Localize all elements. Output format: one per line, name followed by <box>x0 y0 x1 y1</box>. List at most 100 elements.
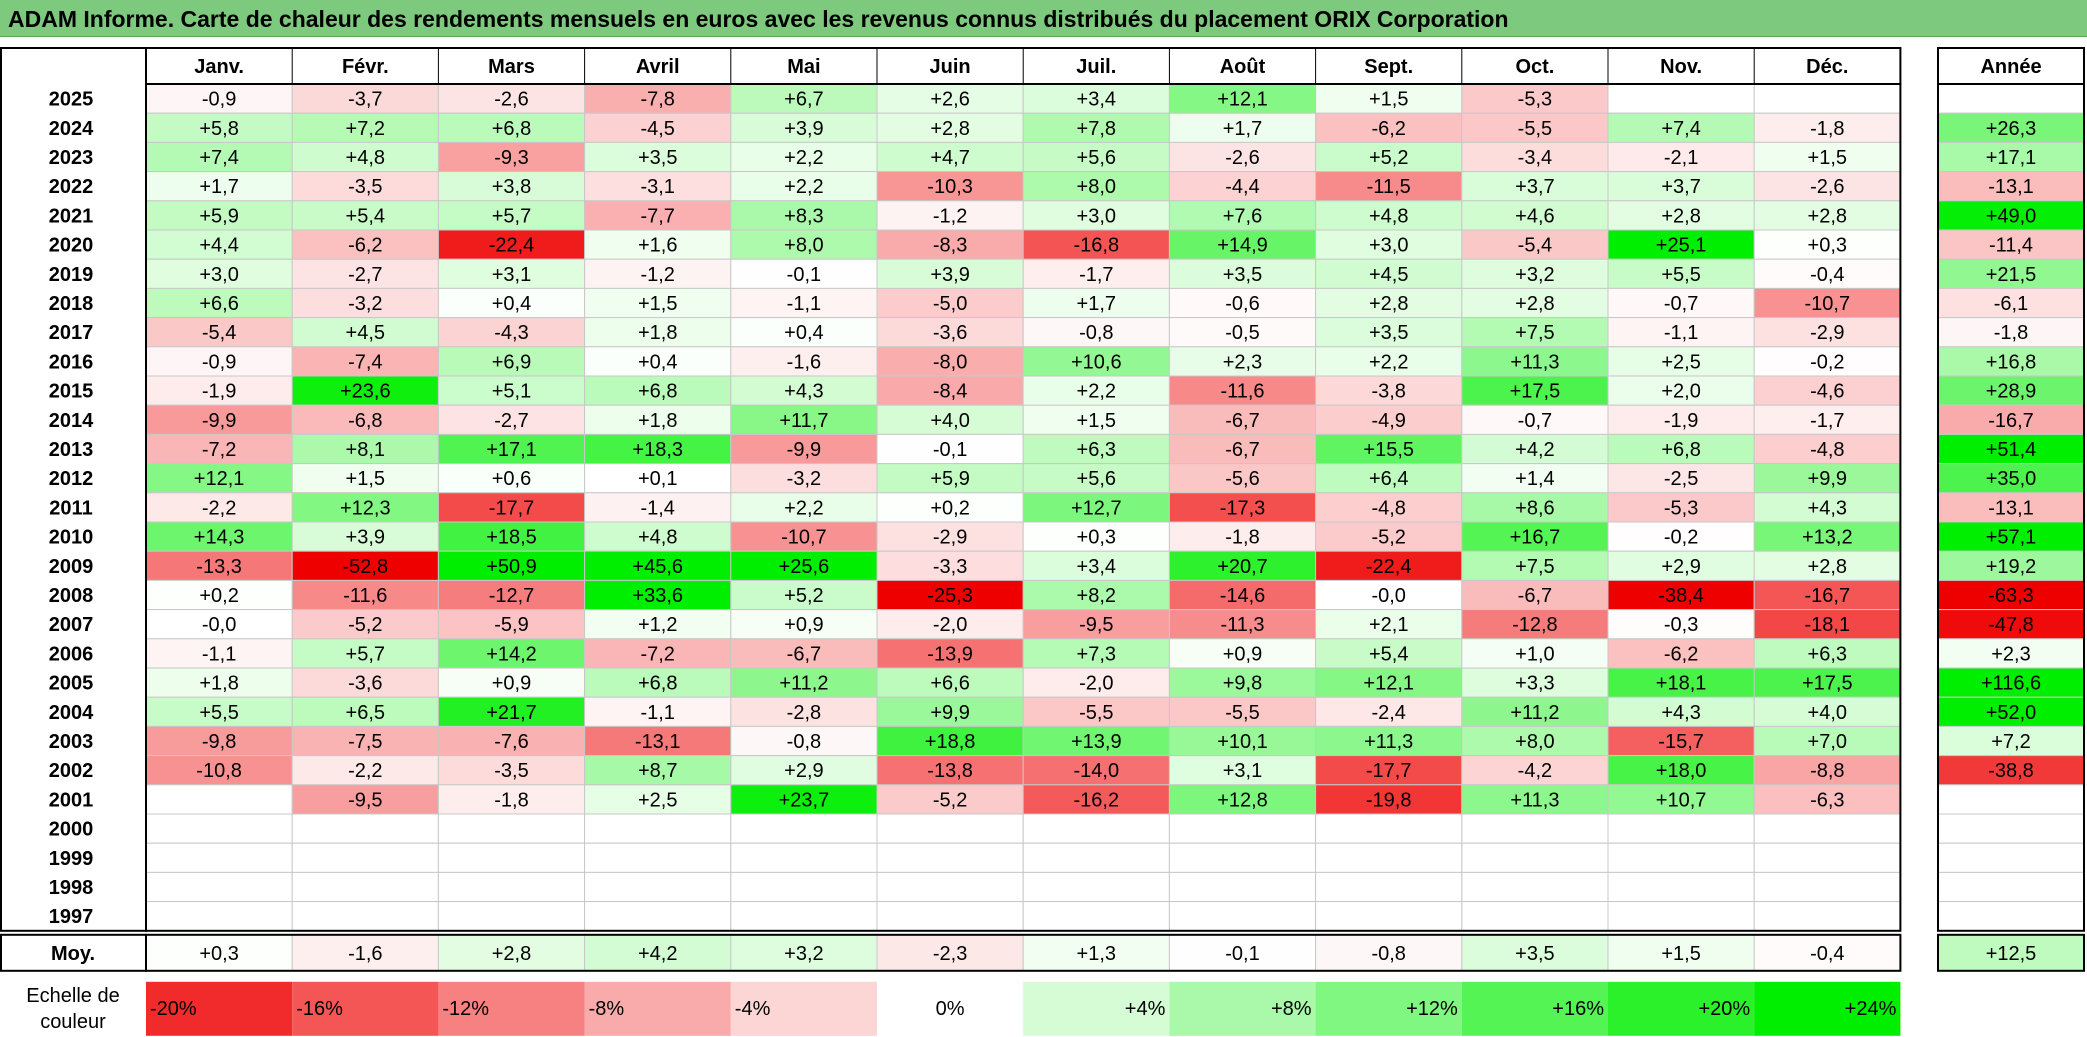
cell-value: -6,8 <box>348 410 382 432</box>
cell-value: +8,3 <box>784 205 823 227</box>
heat-cell <box>1168 317 1317 348</box>
cell-value: -7,5 <box>348 731 382 753</box>
cell-value: -4,3 <box>494 322 528 344</box>
heat-cell <box>584 200 732 231</box>
cell-value: -5,0 <box>933 293 967 315</box>
cell-value: -1,9 <box>202 381 236 403</box>
cell-value: +3,5 <box>638 147 677 169</box>
cell-value: -12,7 <box>489 585 535 607</box>
cell-value: -7,4 <box>348 351 382 373</box>
cell-value: +0,2 <box>930 497 969 519</box>
cell-value: +6,5 <box>346 702 385 724</box>
cell-value: +4,7 <box>930 147 969 169</box>
heat-cell <box>1315 521 1463 552</box>
cell-value: +2,8 <box>1808 556 1847 578</box>
cell-value: +12,3 <box>340 497 391 519</box>
cell-value: +4,8 <box>346 147 385 169</box>
cell-value: -5,2 <box>1371 527 1405 549</box>
page-title: ADAM Informe. Carte de chaleur des rende… <box>8 6 1509 32</box>
annual-value: +21,5 <box>1986 264 2037 286</box>
cell-value: -1,8 <box>1225 527 1259 549</box>
heat-cell <box>584 112 732 143</box>
heat-cell <box>876 83 1024 114</box>
cell-value: +13,2 <box>1802 527 1853 549</box>
heat-cell <box>584 404 732 435</box>
cell-value: -4,6 <box>1810 381 1844 403</box>
average-annual-value: +12,5 <box>1986 943 2037 965</box>
year-header-cell <box>1937 47 2085 85</box>
heat-cell <box>876 871 1024 903</box>
heat-cell <box>1315 609 1463 640</box>
row-year-label: 2006 <box>49 643 94 665</box>
heat-cell <box>876 579 1024 611</box>
cell-value: +13,9 <box>1071 731 1122 753</box>
cell-value: -2,6 <box>494 89 528 111</box>
heat-cell <box>437 492 586 523</box>
cell-value: -19,8 <box>1366 789 1412 811</box>
cell-value: -3,7 <box>348 89 382 111</box>
cell-value: -22,4 <box>489 235 535 257</box>
cell-value: -13,9 <box>927 643 973 665</box>
cell-value: -1,6 <box>787 351 821 373</box>
cell-value: +0,4 <box>784 322 823 344</box>
cell-value: -0,9 <box>202 89 236 111</box>
cell-value: +6,3 <box>1077 439 1116 461</box>
cell-value: +8,0 <box>1515 731 1554 753</box>
row-year-label: 2023 <box>49 147 94 169</box>
cell-value: -18,1 <box>1805 614 1851 636</box>
cell-value: -1,4 <box>640 497 674 519</box>
cell-value: +0,4 <box>492 293 531 315</box>
scale-swatch <box>292 981 439 1036</box>
heat-cell <box>1461 404 1609 435</box>
average-cell <box>437 934 586 972</box>
heat-cell <box>145 287 293 319</box>
cell-value: +23,6 <box>340 381 391 403</box>
heat-cell <box>291 579 439 611</box>
heat-cell <box>1168 871 1317 903</box>
column-header: Juil. <box>1076 56 1116 78</box>
scale-swatch <box>1169 981 1316 1036</box>
heat-cell <box>1022 901 1170 932</box>
cell-value: +7,2 <box>346 118 385 140</box>
cell-value: +0,9 <box>784 614 823 636</box>
heat-cell <box>1461 901 1609 932</box>
heat-cell <box>437 346 586 377</box>
heat-cell <box>145 813 293 844</box>
row-year-label: 2010 <box>49 527 94 549</box>
annual-value: +52,0 <box>1986 702 2037 724</box>
cell-value: -1,2 <box>933 205 967 227</box>
heat-cell <box>291 667 439 698</box>
cell-value: -16,8 <box>1074 235 1120 257</box>
heat-cell <box>876 492 1024 523</box>
heat-cell <box>730 287 878 319</box>
cell-value: -6,3 <box>1810 789 1844 811</box>
heat-cell <box>1461 229 1609 260</box>
cell-value: -3,5 <box>348 176 382 198</box>
heat-cell <box>145 638 293 669</box>
annual-cell <box>1937 141 2085 173</box>
cell-value: +2,2 <box>1077 381 1116 403</box>
cell-value: -5,4 <box>1518 235 1552 257</box>
cell-value: -1,1 <box>1664 322 1698 344</box>
cell-value: +5,7 <box>346 643 385 665</box>
heat-cell <box>145 171 293 202</box>
row-year-label: 2020 <box>49 235 94 257</box>
annual-value: +2,3 <box>1991 643 2030 665</box>
cell-value: +0,3 <box>1077 527 1116 549</box>
scale-value: -4% <box>735 998 771 1020</box>
cell-value: +1,5 <box>1077 410 1116 432</box>
cell-value: -4,5 <box>640 118 674 140</box>
cell-value: -16,2 <box>1074 789 1120 811</box>
cell-value: -11,3 <box>1220 614 1264 636</box>
annual-value: +7,2 <box>1991 731 2030 753</box>
cell-value: +1,6 <box>638 235 677 257</box>
cell-value: +15,5 <box>1363 439 1414 461</box>
cell-value: +5,4 <box>1369 643 1408 665</box>
average-value: -0,1 <box>1225 943 1259 965</box>
scale-value: -20% <box>150 998 197 1020</box>
cell-value: +2,3 <box>1223 351 1262 373</box>
cell-value: -3,2 <box>348 293 382 315</box>
row-year-label: 1998 <box>49 877 94 899</box>
annual-cell <box>1937 171 2085 202</box>
row-year-label: 2005 <box>49 673 94 695</box>
